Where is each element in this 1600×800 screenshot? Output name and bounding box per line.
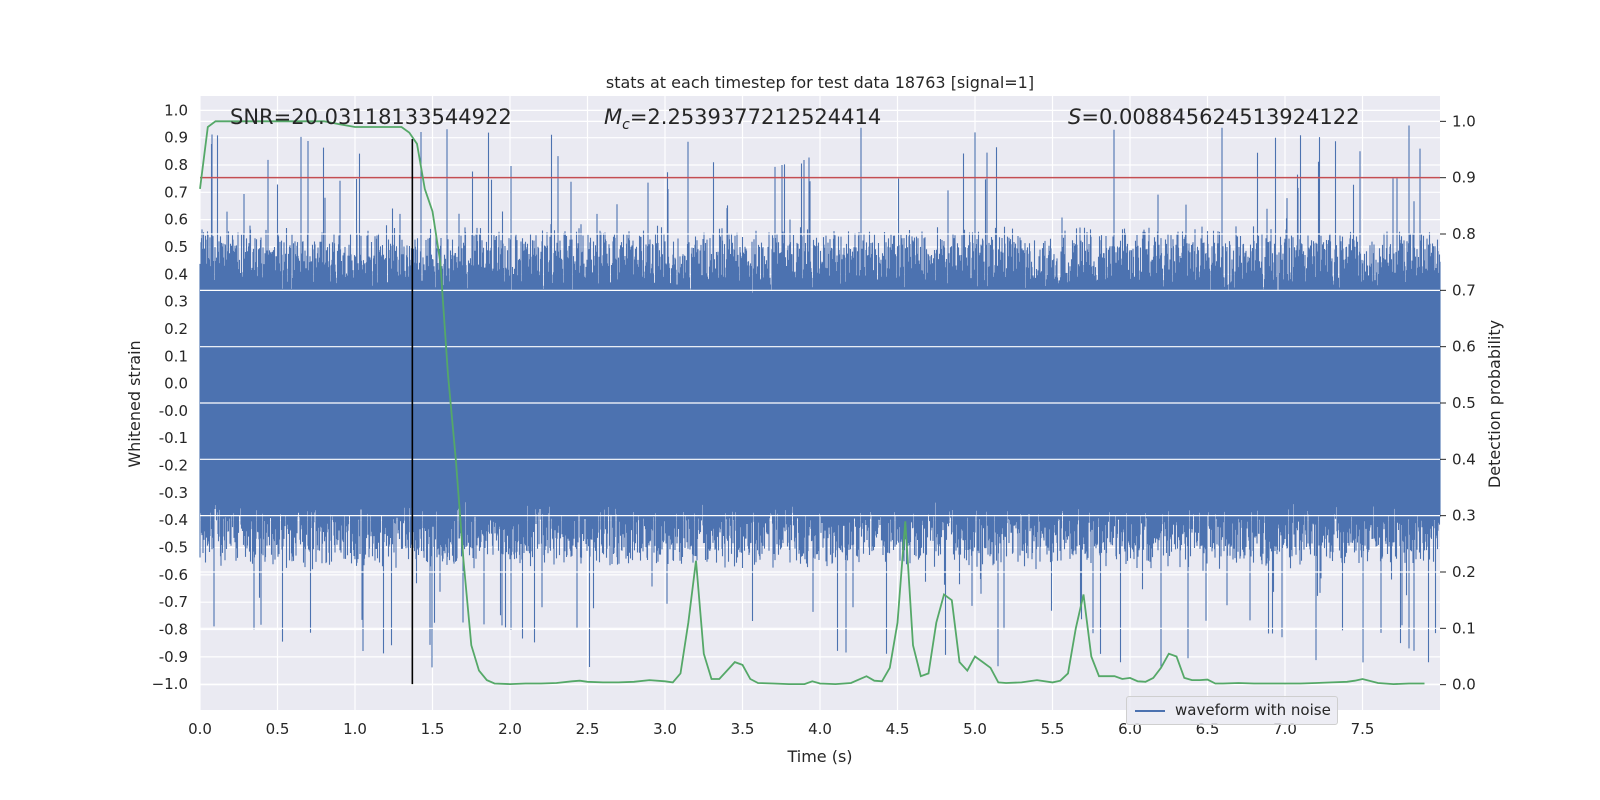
x-axis-label: Time (s): [786, 747, 852, 766]
y2-tick-label: 0.7: [1452, 281, 1476, 299]
legend: waveform with noise: [1126, 696, 1338, 725]
y-tick-label: 1.0: [164, 101, 188, 119]
strain-core-band: [200, 299, 1440, 495]
y2-axis-ticks: 1.0 0.9 0.8 0.7 0.6 0.5 0.4 0.3 0.2 0.1 0.0: [1440, 112, 1476, 694]
y2-tick-label: 0.8: [1452, 225, 1476, 243]
y2-tick-label: 0.9: [1452, 169, 1476, 187]
y-tick-label: -0.0: [159, 402, 188, 420]
s-value: =0.008845624513924122: [1081, 105, 1359, 129]
y-tick-label: 0.4: [164, 265, 188, 283]
y-tick-label: -0.6: [159, 566, 188, 584]
y2-axis-label: Detection probability: [1485, 320, 1504, 488]
y-tick-label: 0.0: [164, 375, 188, 393]
y-tick-label: −1.0: [152, 675, 188, 693]
snr-annotation: SNR=20.03118133544922: [230, 105, 512, 129]
y-tick-label: -0.3: [159, 484, 188, 502]
x-tick-label: 1.5: [421, 720, 445, 738]
x-tick-label: 5.5: [1041, 720, 1065, 738]
x-tick-label: 3.5: [731, 720, 755, 738]
y-tick-label: 0.6: [164, 211, 188, 229]
legend-label-strain: waveform with noise: [1175, 701, 1331, 719]
y-tick-label: 0.8: [164, 156, 188, 174]
x-tick-label: 4.0: [808, 720, 832, 738]
y-tick-label: 0.1: [164, 347, 188, 365]
y-tick-label: -0.2: [159, 457, 188, 475]
s-symbol: S: [1068, 105, 1081, 129]
x-tick-label: 0.5: [266, 720, 290, 738]
x-tick-label: 1.0: [343, 720, 367, 738]
y-tick-label: 0.3: [164, 293, 188, 311]
gridlines-overlay: [200, 120, 1440, 686]
probability-series: [199, 120, 1425, 686]
x-tick-label: 5.0: [963, 720, 987, 738]
s-annotation: S=0.008845624513924122: [1068, 105, 1359, 129]
y2-tick-label: 0.4: [1452, 450, 1476, 468]
y-tick-label: 0.5: [164, 238, 188, 256]
y-tick-label: -0.8: [159, 621, 188, 639]
y-tick-label: -0.4: [159, 511, 188, 529]
mc-annotation: Mc=2.2539377212524414: [604, 105, 881, 133]
x-tick-label: 7.5: [1351, 720, 1375, 738]
y-tick-label: -0.1: [159, 429, 188, 447]
x-tick-label: 0.0: [188, 720, 212, 738]
y-tick-label: 0.9: [164, 129, 188, 147]
y2-tick-label: 1.0: [1452, 112, 1476, 130]
legend-swatch-strain: [1135, 710, 1165, 712]
y-tick-label: 0.7: [164, 183, 188, 201]
y-tick-label: -0.9: [159, 648, 188, 666]
mc-symbol: M: [604, 105, 622, 129]
x-tick-label: 4.5: [886, 720, 910, 738]
y2-tick-label: 0.3: [1452, 507, 1476, 525]
y-tick-label: -0.5: [159, 539, 188, 557]
y2-tick-label: 0.5: [1452, 394, 1476, 412]
y2-tick-label: 0.6: [1452, 338, 1476, 356]
y-axis-ticks: 1.0 0.9 0.8 0.7 0.6 0.5 0.4 0.3 0.2 0.1 0.0 -0.0 -0.…: [152, 101, 188, 693]
y2-tick-label: 0.2: [1452, 563, 1476, 581]
y-tick-label: -0.7: [159, 593, 188, 611]
strain-series: [199, 125, 1441, 669]
mc-value: =2.2539377212524414: [630, 105, 881, 129]
y2-tick-label: 0.1: [1452, 619, 1476, 637]
mc-subscript: c: [622, 117, 630, 133]
chart-title: stats at each timestep for test data 187…: [606, 73, 1034, 92]
y-axis-label: Whitened strain: [125, 340, 144, 467]
x-tick-label: 3.0: [653, 720, 677, 738]
y2-tick-label: 0.0: [1452, 676, 1476, 694]
x-tick-label: 2.5: [576, 720, 600, 738]
x-tick-label: 2.0: [498, 720, 522, 738]
y-tick-label: 0.2: [164, 320, 188, 338]
